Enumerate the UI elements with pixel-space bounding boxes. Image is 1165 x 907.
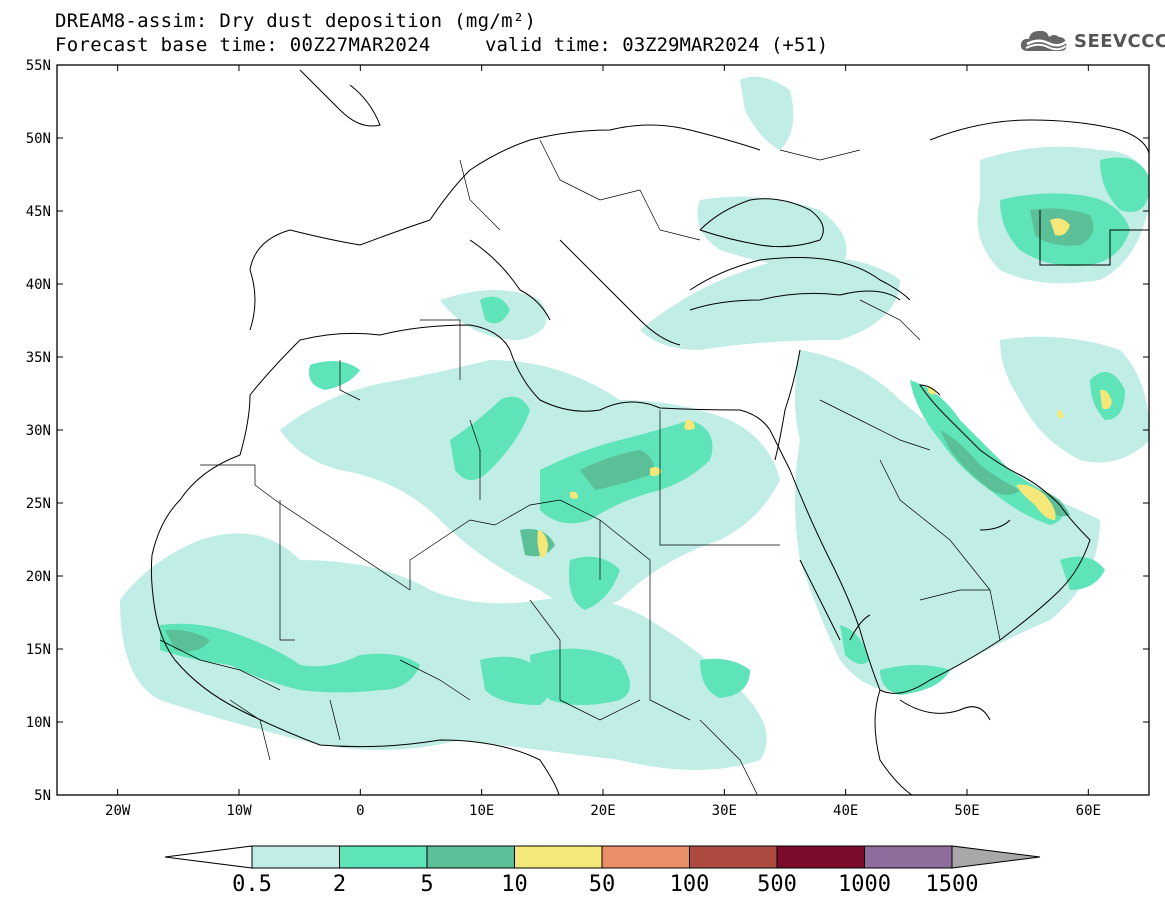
valid-time: valid time: 03Z29MAR2024 (+51): [485, 34, 829, 56]
colorbar-label: 5: [420, 872, 433, 897]
latitude-axis: 55N 50N 45N 40N 35N 30N 25N 20N 15N 10N 5N: [26, 58, 1149, 804]
country-borders: [159, 139, 1001, 795]
colorbar-segment: [864, 845, 953, 869]
lat-tick-label: 55N: [26, 58, 51, 74]
lon-tick-label: 10E: [469, 803, 494, 819]
colorbar-label: 1000: [838, 872, 891, 897]
lat-tick-label: 30N: [26, 423, 51, 439]
lat-tick-label: 40N: [26, 277, 51, 293]
lon-tick-label: 50E: [954, 803, 979, 819]
colorbar-segment: [514, 845, 603, 869]
logo-text: SEEVCCC: [1074, 30, 1165, 52]
lon-tick-label: 20E: [590, 803, 615, 819]
lon-tick-label: 60E: [1076, 803, 1101, 819]
colorbar-label: 0.5: [232, 872, 272, 897]
forecast-base-time: Forecast base time: 00Z27MAR2024: [55, 34, 431, 56]
dust-field: [120, 76, 1149, 770]
cloud-icon: [1020, 30, 1067, 51]
colorbar-label: 2: [333, 872, 346, 897]
lat-tick-label: 10N: [26, 715, 51, 731]
longitude-axis: 20W 10W 0 10E 20E 30E 40E 50E 60E: [105, 65, 1101, 819]
lon-tick-label: 10W: [226, 803, 252, 819]
colorbar-label: 100: [670, 872, 710, 897]
lat-tick-label: 35N: [26, 350, 51, 366]
coastlines: [150, 69, 1149, 795]
colorbar-label: 50: [589, 872, 616, 897]
colorbar-over-triangle: [951, 845, 1041, 869]
lat-tick-label: 25N: [26, 496, 51, 512]
colorbar-segment: [601, 845, 690, 869]
lat-tick-label: 15N: [26, 642, 51, 658]
lon-tick-label: 30E: [712, 803, 737, 819]
lon-tick-label: 0: [356, 803, 364, 819]
colorbar-segment: [339, 845, 428, 869]
colorbar-segment: [689, 845, 778, 869]
colorbar-segment: [251, 845, 340, 869]
seevccc-logo: SEEVCCC: [1018, 24, 1165, 58]
colorbar-segment: [776, 845, 865, 869]
lat-tick-label: 50N: [26, 131, 51, 147]
map-title: DREAM8-assim: Dry dust deposition (mg/m²…: [55, 10, 537, 32]
lon-tick-label: 40E: [833, 803, 858, 819]
colorbar-label: 10: [501, 872, 528, 897]
colorbar-label: 500: [757, 872, 797, 897]
colorbar-segment: [426, 845, 515, 869]
colorbar-under-triangle: [164, 845, 253, 869]
lon-tick-label: 20W: [105, 803, 131, 819]
lat-tick-label: 20N: [26, 569, 51, 585]
colorbar: 0.5 2 5 10 50 100 500 1000 1500: [164, 845, 1041, 897]
colorbar-label: 1500: [926, 872, 979, 897]
lat-tick-label: 45N: [26, 204, 51, 220]
lat-tick-label: 5N: [34, 788, 51, 804]
